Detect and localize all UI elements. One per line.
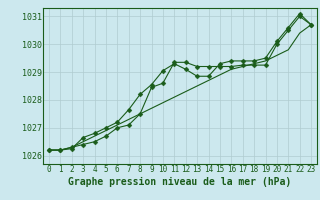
X-axis label: Graphe pression niveau de la mer (hPa): Graphe pression niveau de la mer (hPa) (68, 177, 292, 187)
